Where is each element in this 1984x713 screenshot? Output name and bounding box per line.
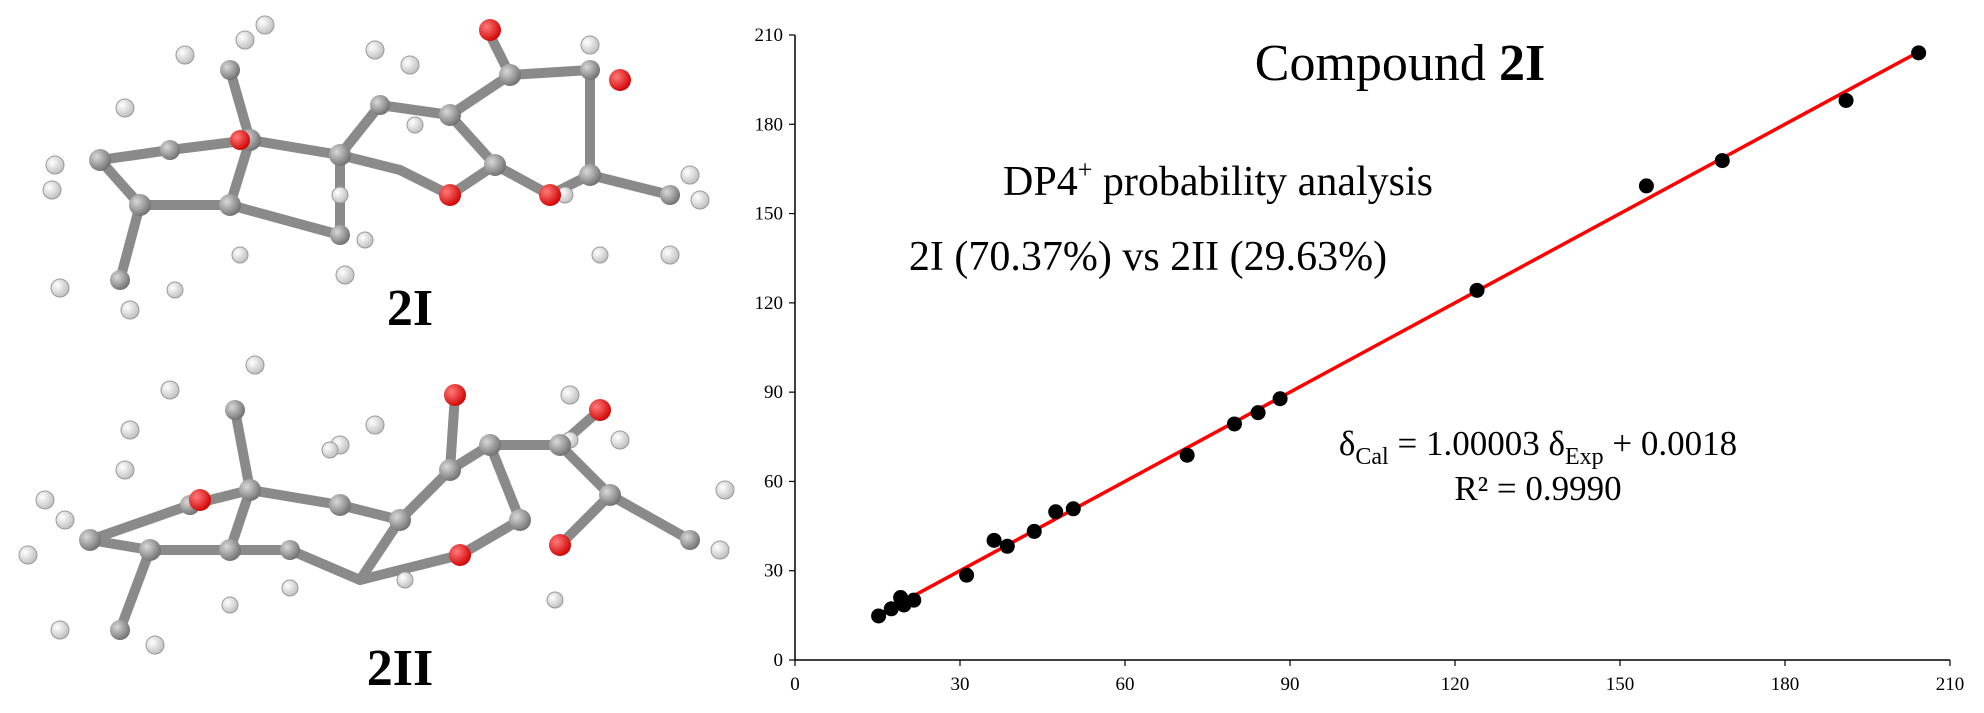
y-tick-label: 0 <box>774 650 784 671</box>
molecule-2I-model <box>42 15 710 320</box>
y-tick-label: 90 <box>764 382 783 403</box>
dp4-result: 2I (70.37%) vs 2II (29.63%) <box>909 234 1387 280</box>
r-squared-value: R² = 0.9990 <box>1454 469 1621 508</box>
molecule-2II-model <box>18 355 735 655</box>
data-point <box>1838 92 1854 108</box>
data-point <box>1065 501 1081 517</box>
x-tick-label: 0 <box>790 674 800 695</box>
y-tick-label: 150 <box>755 204 784 225</box>
x-tick-label: 60 <box>1116 674 1135 695</box>
data-point <box>871 608 887 624</box>
data-point <box>1272 391 1288 407</box>
data-point <box>1714 153 1730 169</box>
y-tick-label: 120 <box>755 293 784 314</box>
data-point <box>1638 178 1654 194</box>
molecule-models: 2I <box>18 15 735 697</box>
data-point <box>1048 504 1064 520</box>
y-tick-label: 30 <box>764 561 783 582</box>
x-tick-label: 150 <box>1606 674 1635 695</box>
x-tick-label: 120 <box>1441 674 1470 695</box>
chart-title: Compound 2I <box>1255 35 1545 92</box>
data-point <box>999 538 1015 554</box>
y-tick-label: 60 <box>764 471 783 492</box>
chart-axes <box>794 35 1950 661</box>
molecule-label-2II: 2II <box>367 640 433 697</box>
data-point <box>986 532 1002 548</box>
data-point <box>1250 405 1266 421</box>
data-point <box>1469 282 1485 298</box>
data-point <box>1179 447 1195 463</box>
data-points <box>871 45 1927 624</box>
data-point <box>906 592 922 608</box>
x-tick-label: 90 <box>1281 674 1300 695</box>
x-tick-label: 210 <box>1936 674 1965 695</box>
y-tick-label: 210 <box>755 25 784 46</box>
data-point <box>1911 45 1927 61</box>
fit-line-group <box>876 48 1924 617</box>
molecule-label-2I: 2I <box>387 280 433 337</box>
data-point <box>959 567 975 583</box>
dp4-heading: DP4+ probability analysis <box>1003 155 1433 205</box>
data-point <box>883 601 899 617</box>
regression-equation: δCal = 1.00003 δExp + 0.0018 <box>1339 424 1737 470</box>
x-tick-label: 30 <box>951 674 970 695</box>
data-point <box>1226 416 1242 432</box>
data-point <box>1026 523 1042 539</box>
x-tick-label: 180 <box>1771 674 1800 695</box>
y-tick-label: 180 <box>755 114 784 135</box>
chart-ticks: 0 30 60 90 120 150 180 210 0 30 60 90 120 150 180 210 <box>755 25 1965 695</box>
fit-line <box>876 48 1924 617</box>
